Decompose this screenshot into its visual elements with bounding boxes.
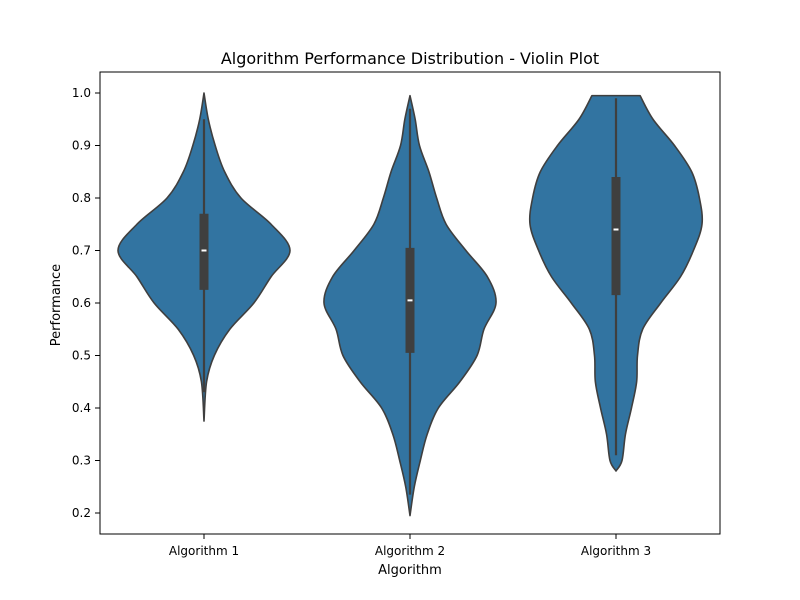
y-tick-label: 0.9 (72, 139, 91, 153)
x-tick-label: Algorithm 2 (375, 544, 445, 558)
plot-area (117, 92, 704, 517)
y-tick-label: 0.6 (72, 296, 91, 310)
chart-title: Algorithm Performance Distribution - Vio… (221, 49, 599, 68)
x-axis-label: Algorithm (378, 563, 442, 578)
violin-algorithm-3 (528, 94, 704, 472)
y-tick-label: 1.0 (72, 86, 91, 100)
iqr-box-algorithm-1 (199, 213, 209, 290)
y-axis-label: Performance (49, 264, 64, 346)
y-tick-label: 0.4 (72, 401, 91, 415)
iqr-box-algorithm-3 (611, 177, 621, 296)
violin-algorithm-1 (117, 92, 291, 422)
y-tick-label: 0.7 (72, 244, 91, 258)
y-tick-label: 0.3 (72, 454, 91, 468)
axes: 0.2 0.3 0.4 0.5 0.6 0.7 0.8 0.9 1.0 Algorithm 1 Al… (72, 71, 721, 558)
x-tick-label: Algorithm 3 (581, 544, 651, 558)
y-tick-label: 0.5 (72, 349, 91, 363)
y-tick-label: 0.2 (72, 506, 91, 520)
violin-algorithm-2 (323, 94, 497, 517)
x-tick-label: Algorithm 1 (169, 544, 239, 558)
y-tick-label: 0.8 (72, 191, 91, 205)
